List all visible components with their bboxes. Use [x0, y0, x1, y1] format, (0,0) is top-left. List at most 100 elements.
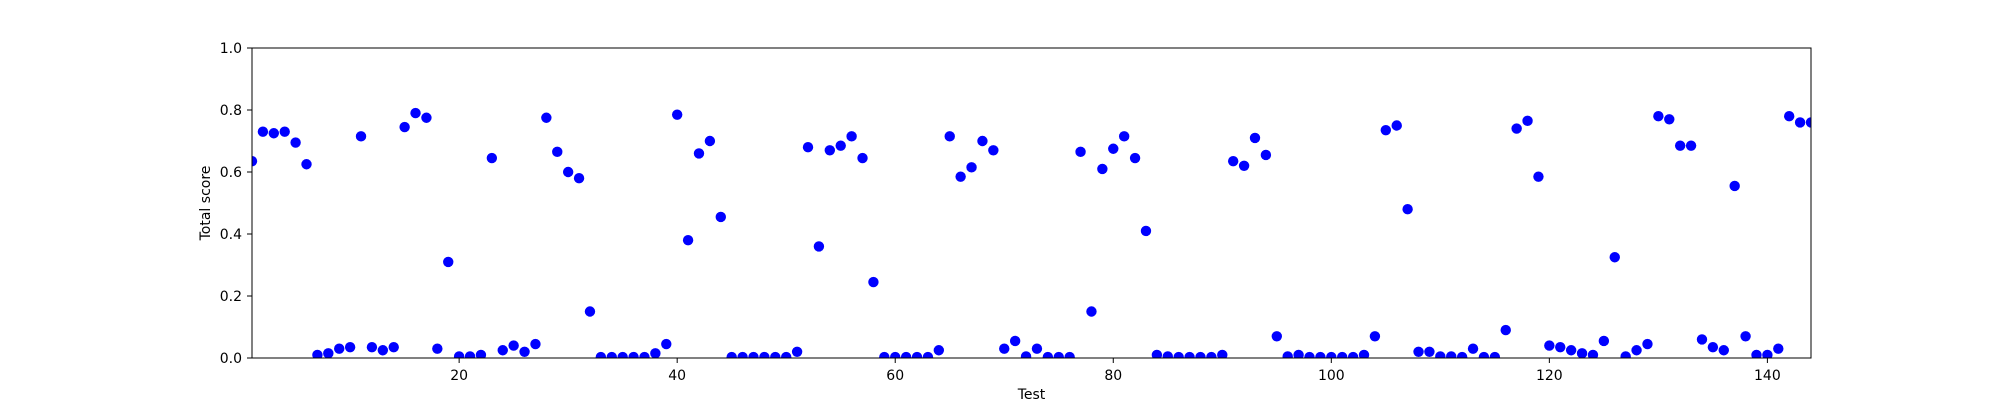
data-point	[1773, 343, 1784, 354]
data-point	[1783, 111, 1795, 122]
data-point	[508, 340, 519, 351]
data-point	[1696, 334, 1708, 345]
data-point	[464, 351, 476, 358]
data-point	[944, 131, 955, 142]
data-point	[857, 152, 868, 164]
x-tick-label: 120	[1536, 368, 1563, 384]
data-point	[1456, 351, 1468, 358]
y-tick-label: 0.8	[220, 103, 242, 119]
data-point	[715, 211, 726, 223]
data-point	[1522, 115, 1533, 127]
data-point	[846, 131, 857, 142]
data-point	[1380, 124, 1392, 136]
data-point	[911, 351, 923, 358]
y-axis-label: Total score	[198, 166, 214, 242]
data-point	[791, 346, 803, 357]
data-point	[1173, 351, 1184, 358]
data-point	[1238, 160, 1250, 171]
x-axis: 20 40 60 80 100 120 140	[450, 358, 1781, 384]
data-point	[1402, 204, 1413, 215]
data-point	[443, 256, 454, 268]
data-point	[475, 349, 487, 358]
x-tick-label: 40	[668, 368, 686, 384]
data-point	[344, 341, 356, 353]
y-tick-label: 0.6	[220, 165, 242, 181]
y-tick-label: 0.4	[220, 227, 242, 243]
data-point	[1053, 351, 1064, 358]
data-point	[1489, 351, 1501, 358]
data-point	[552, 146, 563, 158]
data-point	[366, 341, 378, 353]
data-point	[781, 351, 792, 358]
data-point	[1097, 163, 1108, 175]
data-point	[1315, 351, 1326, 358]
data-point	[530, 338, 541, 350]
data-point	[890, 351, 901, 358]
data-point	[628, 351, 639, 358]
data-point	[737, 351, 748, 358]
scatter-points	[252, 107, 1811, 358]
data-point	[661, 338, 672, 350]
data-point	[1511, 123, 1522, 134]
data-point	[1108, 143, 1119, 154]
data-point	[988, 145, 999, 156]
data-point	[813, 241, 825, 252]
data-point	[1467, 343, 1479, 354]
data-point	[1533, 171, 1544, 182]
data-point	[1271, 331, 1282, 342]
data-point	[1391, 120, 1402, 131]
data-point	[377, 345, 389, 356]
data-point	[595, 351, 607, 358]
data-point	[1500, 324, 1511, 336]
data-point	[922, 351, 934, 358]
data-point	[519, 346, 530, 357]
data-point	[1674, 140, 1686, 151]
data-point	[252, 155, 258, 167]
data-point	[966, 162, 977, 173]
data-point	[453, 351, 465, 358]
data-point	[1653, 111, 1664, 122]
data-point	[1075, 146, 1086, 158]
y-tick-label: 0.0	[220, 351, 242, 367]
data-point	[1009, 335, 1021, 347]
data-point	[748, 351, 759, 358]
data-point	[1031, 343, 1043, 354]
data-point	[432, 343, 443, 354]
data-point	[355, 131, 367, 142]
data-point	[1337, 351, 1348, 358]
data-point	[1227, 155, 1239, 167]
data-point	[671, 109, 683, 120]
data-point	[388, 341, 399, 353]
data-point	[977, 135, 988, 147]
y-tick-label: 0.2	[220, 289, 242, 305]
data-point	[1751, 349, 1762, 358]
data-point	[1217, 349, 1228, 358]
data-point	[1555, 341, 1566, 353]
data-point	[639, 351, 650, 358]
data-point	[1544, 340, 1555, 351]
data-point	[802, 142, 814, 153]
data-point	[497, 345, 508, 356]
data-point	[410, 107, 421, 119]
x-tick-label: 100	[1318, 368, 1345, 384]
data-point	[1358, 349, 1370, 358]
data-point	[704, 135, 716, 147]
data-point	[933, 345, 945, 356]
data-point	[835, 140, 846, 151]
data-point	[1576, 348, 1588, 358]
data-point	[955, 171, 966, 182]
data-point	[1249, 132, 1261, 144]
data-point	[421, 112, 432, 123]
data-point	[606, 351, 617, 358]
data-point	[1064, 351, 1075, 358]
data-point	[1664, 114, 1675, 125]
data-point	[824, 145, 836, 156]
data-point	[290, 137, 301, 148]
data-point	[1118, 131, 1130, 142]
data-point	[1620, 351, 1631, 358]
data-point	[1446, 351, 1457, 358]
data-point	[1565, 345, 1577, 356]
data-point	[1195, 351, 1206, 358]
data-point	[1206, 351, 1217, 358]
